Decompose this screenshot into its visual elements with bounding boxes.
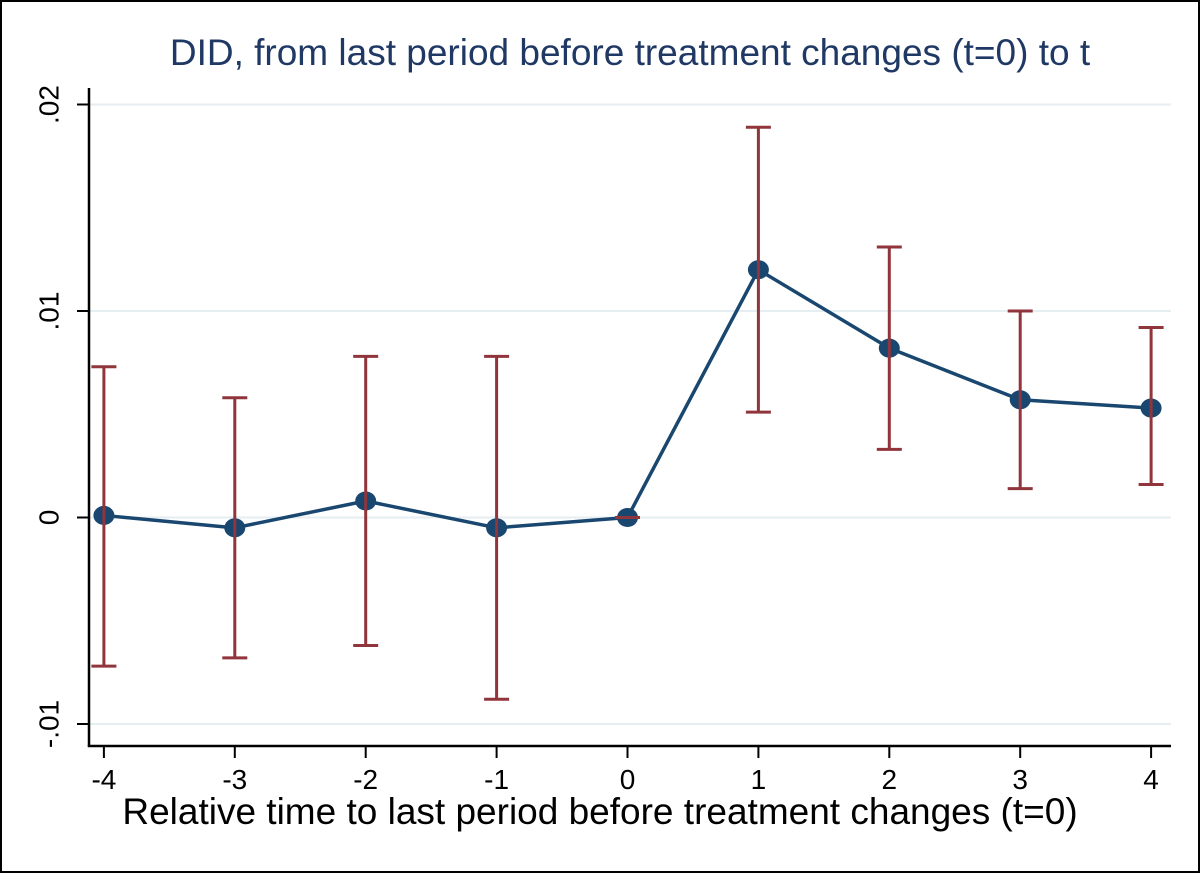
x-tick-label: 1 [751,764,767,795]
estimate-trend-line [103,267,1152,530]
y-tick-label: -.01 [34,700,65,748]
x-tick-label: -2 [353,764,378,795]
chart-title: DID, from last period before treatment c… [169,32,1091,73]
y-tick-label: 0 [34,510,65,526]
y-tick-label: .02 [34,85,65,124]
x-tick-label: -1 [484,764,509,795]
x-tick-label: 0 [620,764,636,795]
x-axis-title: Relative time to last period before trea… [122,791,1078,832]
x-tick-label: -3 [222,764,247,795]
x-tick-label: -4 [91,764,116,795]
x-tick-label: 4 [1143,764,1159,795]
x-tick-label: 2 [882,764,898,795]
y-tick-label: .01 [34,292,65,331]
x-tick-label: 3 [1012,764,1028,795]
